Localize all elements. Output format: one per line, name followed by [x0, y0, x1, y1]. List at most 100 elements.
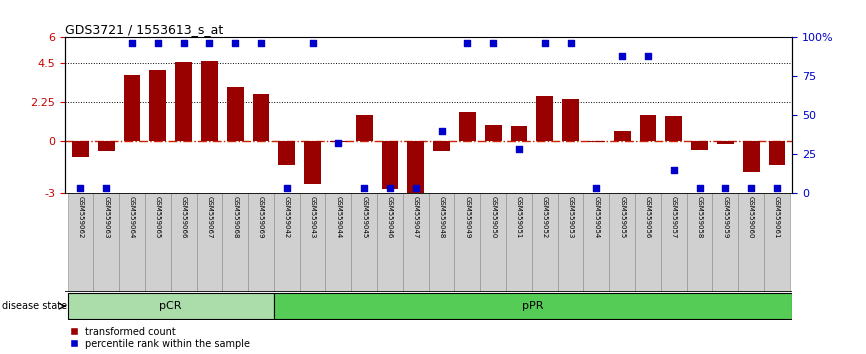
Point: [332, 140, 346, 146]
Point: [667, 167, 681, 172]
Point: [100, 185, 113, 191]
Bar: [223, 193, 248, 292]
Text: GSM559069: GSM559069: [258, 196, 264, 238]
Text: GSM559066: GSM559066: [181, 196, 186, 238]
Text: GSM559049: GSM559049: [464, 196, 470, 238]
Bar: [326, 193, 352, 292]
Bar: [403, 193, 429, 292]
Text: GSM559064: GSM559064: [129, 196, 135, 238]
Bar: [248, 193, 274, 292]
Text: GSM559062: GSM559062: [77, 196, 83, 238]
Bar: [150, 70, 166, 141]
Bar: [455, 193, 481, 292]
Bar: [98, 141, 114, 150]
Bar: [665, 116, 682, 141]
Text: GSM559044: GSM559044: [335, 196, 341, 238]
Bar: [532, 193, 558, 292]
Point: [461, 41, 475, 46]
Point: [125, 41, 139, 46]
Point: [151, 41, 165, 46]
Bar: [640, 115, 656, 141]
Text: GSM559052: GSM559052: [542, 196, 548, 238]
Text: GSM559059: GSM559059: [722, 196, 728, 238]
Bar: [429, 193, 455, 292]
Bar: [481, 193, 506, 292]
Text: GSM559043: GSM559043: [309, 196, 315, 238]
Point: [641, 53, 655, 59]
Point: [409, 185, 423, 191]
Point: [693, 185, 707, 191]
Bar: [68, 193, 94, 292]
Point: [512, 147, 526, 152]
Bar: [197, 193, 223, 292]
Bar: [253, 94, 269, 141]
Text: pPR: pPR: [522, 301, 544, 311]
Text: GSM559046: GSM559046: [387, 196, 393, 238]
Bar: [120, 193, 145, 292]
Point: [615, 53, 629, 59]
Bar: [485, 125, 501, 141]
Point: [203, 41, 216, 46]
Text: GSM559063: GSM559063: [103, 196, 109, 238]
Text: GSM559045: GSM559045: [361, 196, 367, 238]
Point: [280, 185, 294, 191]
Text: GSM559047: GSM559047: [413, 196, 419, 238]
Bar: [713, 193, 738, 292]
Bar: [768, 141, 785, 165]
Point: [74, 185, 87, 191]
Text: GSM559055: GSM559055: [619, 196, 625, 238]
Bar: [511, 126, 527, 141]
Bar: [738, 193, 764, 292]
Bar: [278, 141, 295, 165]
Bar: [377, 193, 403, 292]
Bar: [356, 115, 372, 141]
Bar: [743, 141, 759, 172]
Point: [770, 185, 784, 191]
Point: [383, 185, 397, 191]
Text: GSM559067: GSM559067: [206, 196, 212, 238]
Point: [306, 41, 320, 46]
Bar: [506, 193, 532, 292]
Text: GSM559053: GSM559053: [567, 196, 573, 238]
Bar: [584, 193, 610, 292]
Bar: [764, 193, 790, 292]
Point: [435, 128, 449, 133]
Point: [254, 41, 268, 46]
Bar: [274, 193, 300, 292]
Text: GSM559054: GSM559054: [593, 196, 599, 238]
Bar: [588, 141, 604, 142]
Text: GSM559050: GSM559050: [490, 196, 496, 238]
Point: [486, 41, 500, 46]
Bar: [562, 99, 579, 141]
Bar: [300, 193, 326, 292]
Point: [229, 41, 242, 46]
Bar: [433, 141, 450, 150]
Bar: [274, 293, 792, 319]
Text: GSM559060: GSM559060: [748, 196, 754, 238]
Bar: [717, 141, 734, 144]
Text: GSM559068: GSM559068: [232, 196, 238, 238]
Text: disease state: disease state: [2, 301, 67, 311]
Bar: [407, 141, 424, 196]
Bar: [536, 96, 553, 141]
Point: [590, 185, 604, 191]
Legend: transformed count, percentile rank within the sample: transformed count, percentile rank withi…: [70, 327, 250, 349]
Bar: [94, 193, 120, 292]
Bar: [227, 87, 243, 141]
Bar: [382, 141, 398, 189]
Bar: [459, 113, 475, 141]
Point: [744, 185, 758, 191]
Bar: [610, 193, 635, 292]
Text: GSM559057: GSM559057: [671, 196, 676, 238]
Bar: [171, 193, 197, 292]
Text: GSM559065: GSM559065: [155, 196, 161, 238]
Point: [719, 185, 733, 191]
Bar: [68, 293, 274, 319]
Bar: [201, 61, 217, 141]
Point: [564, 41, 578, 46]
Bar: [145, 193, 171, 292]
Text: GSM559061: GSM559061: [774, 196, 780, 238]
Bar: [635, 193, 661, 292]
Text: GSM559048: GSM559048: [438, 196, 444, 238]
Bar: [304, 141, 321, 184]
